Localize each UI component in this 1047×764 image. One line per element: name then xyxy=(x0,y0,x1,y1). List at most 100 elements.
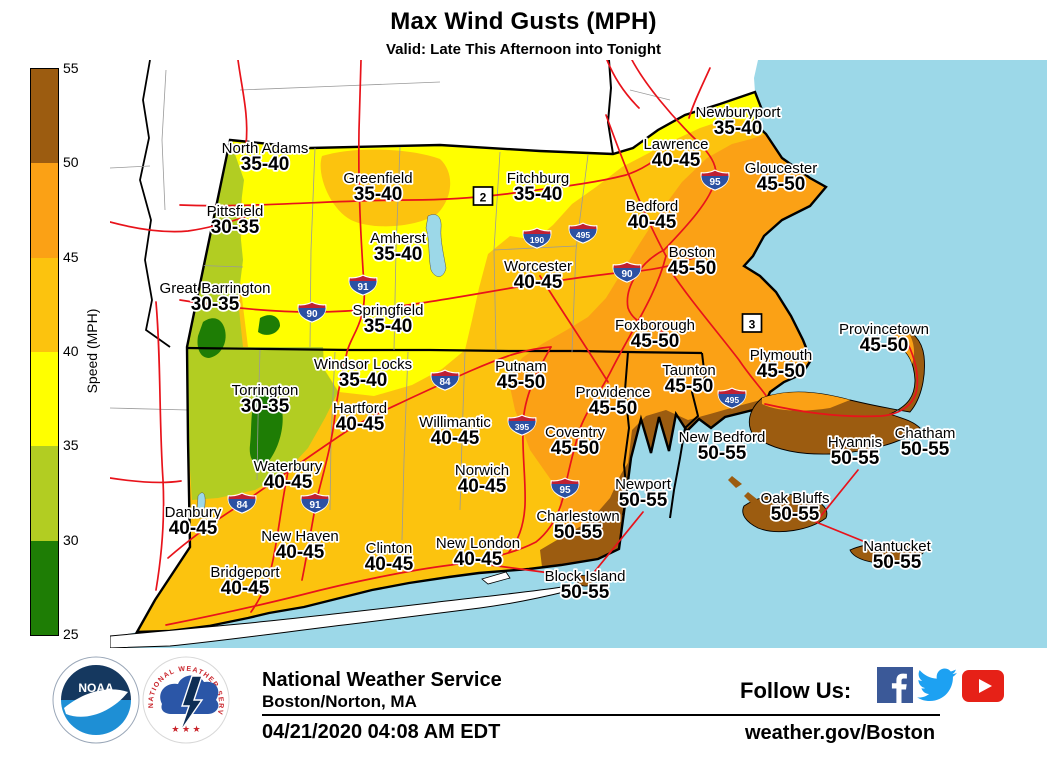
svg-text:45-50: 45-50 xyxy=(757,361,806,382)
follow-us-label: Follow Us: xyxy=(740,678,852,703)
svg-text:40-45: 40-45 xyxy=(264,472,313,493)
svg-text:New Haven: New Haven xyxy=(261,528,339,545)
legend-tick-55: 55 xyxy=(63,60,79,76)
legend-tick-50: 50 xyxy=(63,154,79,171)
svg-text:84: 84 xyxy=(236,500,248,511)
svg-text:495: 495 xyxy=(725,395,739,405)
svg-text:45-50: 45-50 xyxy=(665,376,714,397)
svg-text:50-55: 50-55 xyxy=(698,443,747,464)
svg-text:35-40: 35-40 xyxy=(514,184,563,205)
interstate-190-shield: 190 xyxy=(522,227,552,249)
svg-text:Bridgeport: Bridgeport xyxy=(210,564,280,581)
footer-agency: National Weather Service xyxy=(262,669,502,691)
svg-text:Danbury: Danbury xyxy=(165,504,222,521)
svg-text:New London: New London xyxy=(436,535,520,552)
footer-divider xyxy=(262,714,940,716)
svg-text:45-50: 45-50 xyxy=(668,258,717,279)
svg-text:40-45: 40-45 xyxy=(221,578,270,599)
header: Max Wind Gusts (MPH) Valid: Late This Af… xyxy=(0,0,1047,58)
svg-text:50-55: 50-55 xyxy=(561,582,610,603)
interstate-95-shield: 95 xyxy=(550,477,580,499)
legend-segment-30-35 xyxy=(31,446,58,541)
svg-text:New Bedford: New Bedford xyxy=(679,429,766,446)
legend-tick-25: 25 xyxy=(63,626,79,642)
svg-text:45-50: 45-50 xyxy=(860,335,909,356)
footer-datetime: 04/21/2020 04:08 AM EDT xyxy=(262,721,501,743)
legend-segment-40-45 xyxy=(31,257,58,352)
svg-text:35-40: 35-40 xyxy=(354,184,403,205)
svg-text:Taunton: Taunton xyxy=(662,362,715,379)
svg-text:40-45: 40-45 xyxy=(276,542,325,563)
svg-text:Greenfield: Greenfield xyxy=(343,170,412,187)
svg-text:Amherst: Amherst xyxy=(370,230,427,247)
svg-text:Gloucester: Gloucester xyxy=(745,160,818,177)
svg-text:40-45: 40-45 xyxy=(514,272,563,293)
svg-text:84: 84 xyxy=(439,377,451,388)
svg-text:Torrington: Torrington xyxy=(232,382,299,399)
svg-text:190: 190 xyxy=(530,235,544,245)
svg-text:Lawrence: Lawrence xyxy=(643,136,708,153)
svg-text:30-35: 30-35 xyxy=(191,294,240,315)
svg-text:Great Barrington: Great Barrington xyxy=(160,280,271,297)
legend-tick-35: 35 xyxy=(63,437,79,454)
svg-text:Springfield: Springfield xyxy=(353,302,424,319)
svg-text:Willimantic: Willimantic xyxy=(419,414,491,431)
svg-text:50-55: 50-55 xyxy=(901,439,950,460)
youtube-icon[interactable] xyxy=(962,670,1004,702)
region-45-50 xyxy=(508,134,826,565)
svg-text:35-40: 35-40 xyxy=(339,370,388,391)
svg-text:40-45: 40-45 xyxy=(458,476,507,497)
svg-text:Providence: Providence xyxy=(575,384,650,401)
svg-text:Clinton: Clinton xyxy=(366,540,413,557)
interstate-495-shield: 495 xyxy=(717,387,747,409)
svg-text:2: 2 xyxy=(480,191,487,205)
svg-text:35-40: 35-40 xyxy=(714,118,763,139)
legend-tick-40: 40 xyxy=(63,343,79,359)
legend-segment-45-50 xyxy=(31,163,58,258)
svg-text:50-55: 50-55 xyxy=(873,552,922,573)
svg-text:Boston: Boston xyxy=(669,244,716,261)
svg-text:Hyannis: Hyannis xyxy=(828,434,882,451)
svg-text:Waterbury: Waterbury xyxy=(254,458,323,475)
svg-text:495: 495 xyxy=(576,230,590,240)
interstate-84-shield: 84 xyxy=(430,369,460,391)
svg-text:40-45: 40-45 xyxy=(169,518,218,539)
region-30-35 xyxy=(187,140,338,500)
svg-text:45-50: 45-50 xyxy=(551,438,600,459)
interstate-91-shield: 91 xyxy=(348,274,378,296)
twitter-icon[interactable] xyxy=(916,668,958,704)
svg-text:Oak Bluffs: Oak Bluffs xyxy=(761,490,830,507)
svg-text:95: 95 xyxy=(709,177,721,188)
svg-text:91: 91 xyxy=(357,282,369,293)
svg-text:40-45: 40-45 xyxy=(652,150,701,171)
website-link[interactable]: weather.gov/Boston xyxy=(745,722,936,744)
svg-text:30-35: 30-35 xyxy=(241,396,290,417)
interstate-90-shield: 90 xyxy=(297,301,327,323)
state-borders xyxy=(186,60,707,519)
facebook-icon[interactable] xyxy=(877,667,913,703)
county-borders xyxy=(186,146,589,541)
